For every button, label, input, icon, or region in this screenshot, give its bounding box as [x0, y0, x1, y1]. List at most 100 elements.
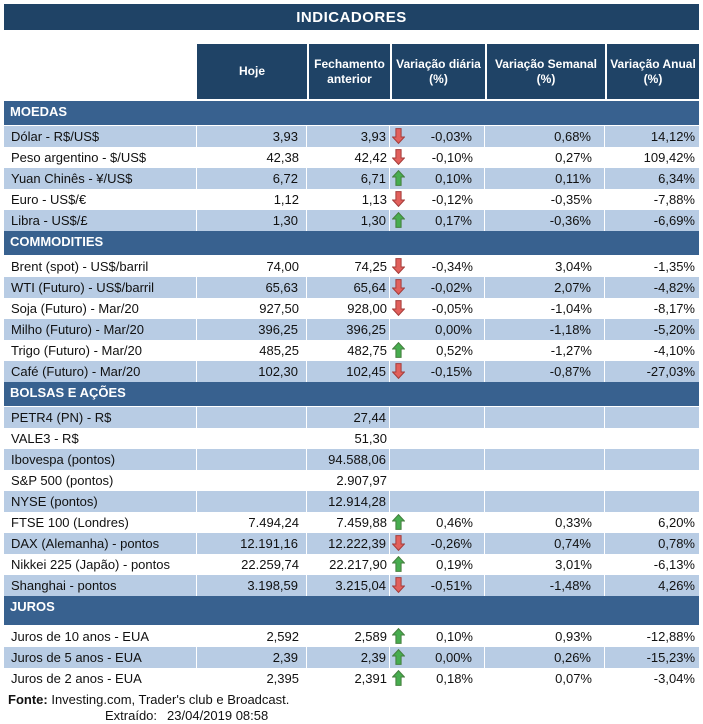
cell-variacao-diaria: 0,46% — [390, 512, 485, 533]
arrow-down-icon — [392, 279, 405, 295]
cell-variacao-semanal — [485, 407, 605, 428]
cell-variacao-diaria: 0,18% — [390, 668, 485, 689]
cell-fechamento: 7.459,88 — [336, 515, 387, 530]
row-label: S&P 500 (pontos) — [11, 473, 114, 488]
variacao-diaria-value: 0,18% — [436, 671, 473, 686]
row-label: Shanghai - pontos — [4, 575, 197, 596]
row-label: WTI (Futuro) - US$/barril — [4, 277, 197, 298]
table-row: DAX (Alemanha) - pontos 12.191,16 12.222,3… — [4, 533, 699, 554]
cell-variacao-anual: -4,10% — [653, 343, 695, 358]
cell-variacao-anual — [605, 407, 699, 428]
table-row: Soja (Futuro) - Mar/20 927,50 928,00 -0,05%… — [4, 298, 699, 319]
cell-hoje — [197, 449, 307, 470]
arrow-down-icon — [392, 149, 405, 165]
source-label: Fonte: — [8, 692, 48, 707]
cell-variacao-anual: -15,23% — [605, 647, 699, 668]
table-row: Trigo (Futuro) - Mar/20 485,25 482,75 0,52%… — [4, 340, 699, 361]
cell-hoje — [197, 428, 307, 449]
cell-variacao-diaria: -0,34% — [390, 256, 485, 277]
trend-up-icon — [392, 342, 406, 359]
variacao-diaria-value: 0,00% — [435, 322, 472, 337]
cell-hoje: 3.198,59 — [197, 575, 307, 596]
table-row: Yuan Chinês - ¥/US$ 6,72 6,71 0,10% 0,11% 6,3… — [4, 168, 699, 189]
cell-variacao-semanal: -1,18% — [485, 319, 605, 340]
table-row: Libra - US$/£ 1,30 1,30 0,17% -0,36% -6,69% — [4, 210, 699, 231]
cell-variacao-diaria: 0,10% — [390, 626, 485, 647]
indicators-report: INDICADORES Hoje Fechamento anterior Varia… — [4, 4, 699, 724]
cell-variacao-diaria: 0,10% — [390, 168, 485, 189]
trend-down-icon — [392, 191, 406, 208]
cell-variacao-diaria — [390, 470, 485, 491]
cell-variacao-semanal — [485, 449, 605, 470]
trend-down-icon — [392, 363, 406, 380]
trend-up-icon — [392, 170, 406, 187]
arrow-up-icon — [392, 670, 405, 686]
cell-variacao-anual: -7,88% — [653, 192, 695, 207]
cell-variacao-diaria: -0,05% — [390, 298, 485, 319]
cell-fechamento: 6,71 — [307, 168, 390, 189]
variacao-diaria-value: -0,02% — [430, 280, 472, 295]
row-label: Juros de 2 anos - EUA — [11, 671, 142, 686]
section-header: COMMODITIES — [4, 231, 699, 256]
row-label: Café (Futuro) - Mar/20 — [4, 361, 197, 382]
cell-variacao-anual: -4,82% — [605, 277, 699, 298]
cell-variacao-semanal — [485, 491, 605, 512]
row-label: VALE3 - R$ — [11, 431, 79, 446]
variacao-diaria-value: 0,52% — [436, 343, 473, 358]
cell-variacao-semanal: -1,04% — [550, 301, 592, 316]
arrow-up-icon — [392, 514, 405, 530]
arrow-down-icon — [392, 258, 405, 274]
row-label: PETR4 (PN) - R$ — [4, 407, 197, 428]
cell-hoje — [197, 407, 307, 428]
cell-fechamento: 22.217,90 — [329, 557, 387, 572]
arrow-down-icon — [392, 300, 405, 316]
cell-variacao-anual: 4,26% — [605, 575, 699, 596]
cell-variacao-diaria: -0,03% — [390, 126, 485, 147]
row-label: Brent (spot) - US$/barril — [11, 259, 149, 274]
cell-fechamento: 94.588,06 — [307, 449, 390, 470]
column-header: Variação Semanal (%) — [485, 44, 605, 99]
page-title: INDICADORES — [4, 4, 699, 30]
cell-variacao-anual: -27,03% — [605, 361, 699, 382]
cell-variacao-anual: 14,12% — [605, 126, 699, 147]
cell-fechamento: 2,391 — [354, 671, 387, 686]
arrow-up-icon — [392, 170, 405, 186]
cell-variacao-semanal — [485, 470, 605, 491]
cell-hoje — [197, 470, 307, 491]
cell-hoje: 2,395 — [266, 671, 299, 686]
cell-hoje: 7.494,24 — [248, 515, 299, 530]
cell-fechamento: 65,64 — [307, 277, 390, 298]
cell-hoje — [197, 491, 307, 512]
cell-hoje: 65,63 — [197, 277, 307, 298]
trend-up-icon — [392, 670, 406, 687]
table-row: NYSE (pontos) 12.914,28 — [4, 491, 699, 512]
table-row: Juros de 2 anos - EUA 2,395 2,391 0,18% 0,07… — [4, 668, 699, 689]
cell-variacao-anual — [605, 491, 699, 512]
cell-variacao-semanal — [485, 428, 605, 449]
cell-variacao-semanal: -0,35% — [550, 192, 592, 207]
cell-variacao-diaria: -0,51% — [390, 575, 485, 596]
cell-variacao-diaria: 0,17% — [390, 210, 485, 231]
cell-variacao-semanal: 0,33% — [555, 515, 592, 530]
trend-down-icon — [392, 300, 406, 317]
arrow-down-icon — [392, 535, 405, 551]
cell-fechamento: 3.215,04 — [307, 575, 390, 596]
table-row: Nikkei 225 (Japão) - pontos 22.259,74 22.2… — [4, 554, 699, 575]
cell-variacao-semanal: 3,04% — [555, 259, 592, 274]
trend-down-icon — [392, 258, 406, 275]
table-body: MOEDAS Dólar - R$/US$ 3,93 3,93 -0,03% 0,68% 1… — [4, 101, 699, 689]
row-label: FTSE 100 (Londres) — [11, 515, 129, 530]
cell-variacao-semanal: 0,68% — [485, 126, 605, 147]
row-label: Nikkei 225 (Japão) - pontos — [11, 557, 170, 572]
row-label: Soja (Futuro) - Mar/20 — [11, 301, 139, 316]
row-label: DAX (Alemanha) - pontos — [4, 533, 197, 554]
cell-fechamento: 928,00 — [347, 301, 387, 316]
cell-variacao-anual: 109,42% — [643, 150, 695, 165]
cell-hoje: 2,592 — [266, 629, 299, 644]
trend-up-icon — [392, 628, 406, 645]
arrow-down-icon — [392, 191, 405, 207]
cell-variacao-anual: 0,78% — [605, 533, 699, 554]
arrow-down-icon — [392, 363, 405, 379]
row-label: Juros de 10 anos - EUA — [11, 629, 150, 644]
cell-variacao-diaria: -0,10% — [390, 147, 485, 168]
